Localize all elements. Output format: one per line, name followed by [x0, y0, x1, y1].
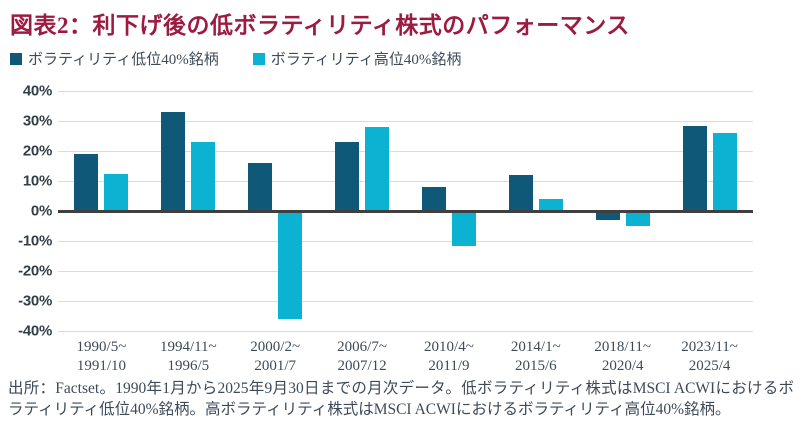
legend-swatch-high-volatility	[252, 52, 265, 65]
bar-high-volatility	[625, 211, 650, 226]
bar-group	[579, 91, 666, 331]
bar-group	[58, 91, 145, 331]
gridline	[58, 271, 753, 272]
x-category-label: 2018/11~ 2020/4	[594, 339, 652, 375]
bar-group	[666, 91, 753, 331]
y-tick-label: 20%	[22, 142, 52, 160]
legend-label-high-volatility: ボラティリティ高位40%銘柄	[270, 52, 462, 68]
bar-groups	[58, 91, 753, 331]
gridline	[58, 331, 753, 332]
x-axis: 1990/5~ 1991/10 1994/11~ 1996/5 2000/2~ 2001/…	[58, 338, 753, 376]
chart-legend: ボラティリティ低位40%銘柄 ボラティリティ高位40%銘柄	[10, 48, 461, 69]
x-category-label: 1990/5~ 1991/10	[76, 339, 127, 375]
bar-low-volatility	[682, 125, 707, 211]
x-category-label: 2023/11~ 2025/4	[681, 339, 738, 375]
bar-low-volatility	[421, 187, 446, 211]
x-category-label: 1994/11~ 1996/5	[159, 339, 217, 375]
y-tick-label: 0%	[30, 202, 52, 220]
bar-group	[492, 91, 579, 331]
gridline	[58, 91, 753, 92]
x-axis-baseline	[58, 210, 753, 213]
gridline	[58, 241, 753, 242]
gridline	[58, 151, 753, 152]
bar-high-volatility	[712, 133, 737, 211]
y-axis: 40% 30% 20% 10% 0% -10% -20% -30% -40%	[0, 83, 52, 340]
chart-title: 図表2：利下げ後の低ボラティリティ株式のパフォーマンス	[10, 13, 630, 38]
bar-low-volatility	[248, 163, 273, 211]
x-category-label: 2014/1~ 2015/6	[510, 339, 561, 375]
bar-high-volatility	[191, 142, 216, 211]
y-tick-label: -20%	[18, 262, 52, 280]
plot-area	[58, 91, 753, 332]
y-tick-label: -10%	[18, 232, 52, 250]
gridline	[58, 121, 753, 122]
gridline	[58, 301, 753, 302]
bar-high-volatility	[451, 211, 476, 246]
x-category-label: 2010/4~ 2011/9	[424, 339, 474, 375]
bar-high-volatility	[278, 211, 303, 319]
bar-low-volatility	[508, 175, 533, 211]
legend-item-low-volatility: ボラティリティ低位40%銘柄	[10, 48, 219, 69]
bar-low-volatility	[74, 154, 99, 211]
bar-high-volatility	[538, 199, 563, 211]
y-tick-label: -30%	[18, 292, 52, 310]
bar-high-volatility	[365, 127, 390, 211]
y-tick-label: -40%	[18, 322, 52, 340]
legend-swatch-low-volatility	[10, 52, 22, 65]
bar-group	[232, 91, 319, 331]
y-tick-label: 40%	[22, 82, 52, 100]
x-category-label: 2006/7~ 2007/12	[337, 339, 387, 375]
bar-low-volatility	[595, 211, 620, 220]
bar-group	[406, 91, 493, 331]
bar-high-volatility	[104, 173, 129, 211]
x-category-label: 2000/2~ 2001/7	[250, 339, 301, 375]
bar-group	[319, 91, 406, 331]
bar-group	[145, 91, 232, 331]
bar-low-volatility	[161, 112, 186, 211]
legend-item-high-volatility: ボラティリティ高位40%銘柄	[252, 48, 462, 69]
y-tick-label: 30%	[22, 112, 52, 130]
gridline	[58, 181, 753, 182]
y-tick-label: 10%	[22, 172, 52, 190]
bar-low-volatility	[335, 142, 360, 211]
legend-label-low-volatility: ボラティリティ低位40%銘柄	[28, 52, 219, 68]
source-note: 出所：Factset。1990年1月から2025年9月30日までの月次データ。低…	[8, 380, 794, 418]
